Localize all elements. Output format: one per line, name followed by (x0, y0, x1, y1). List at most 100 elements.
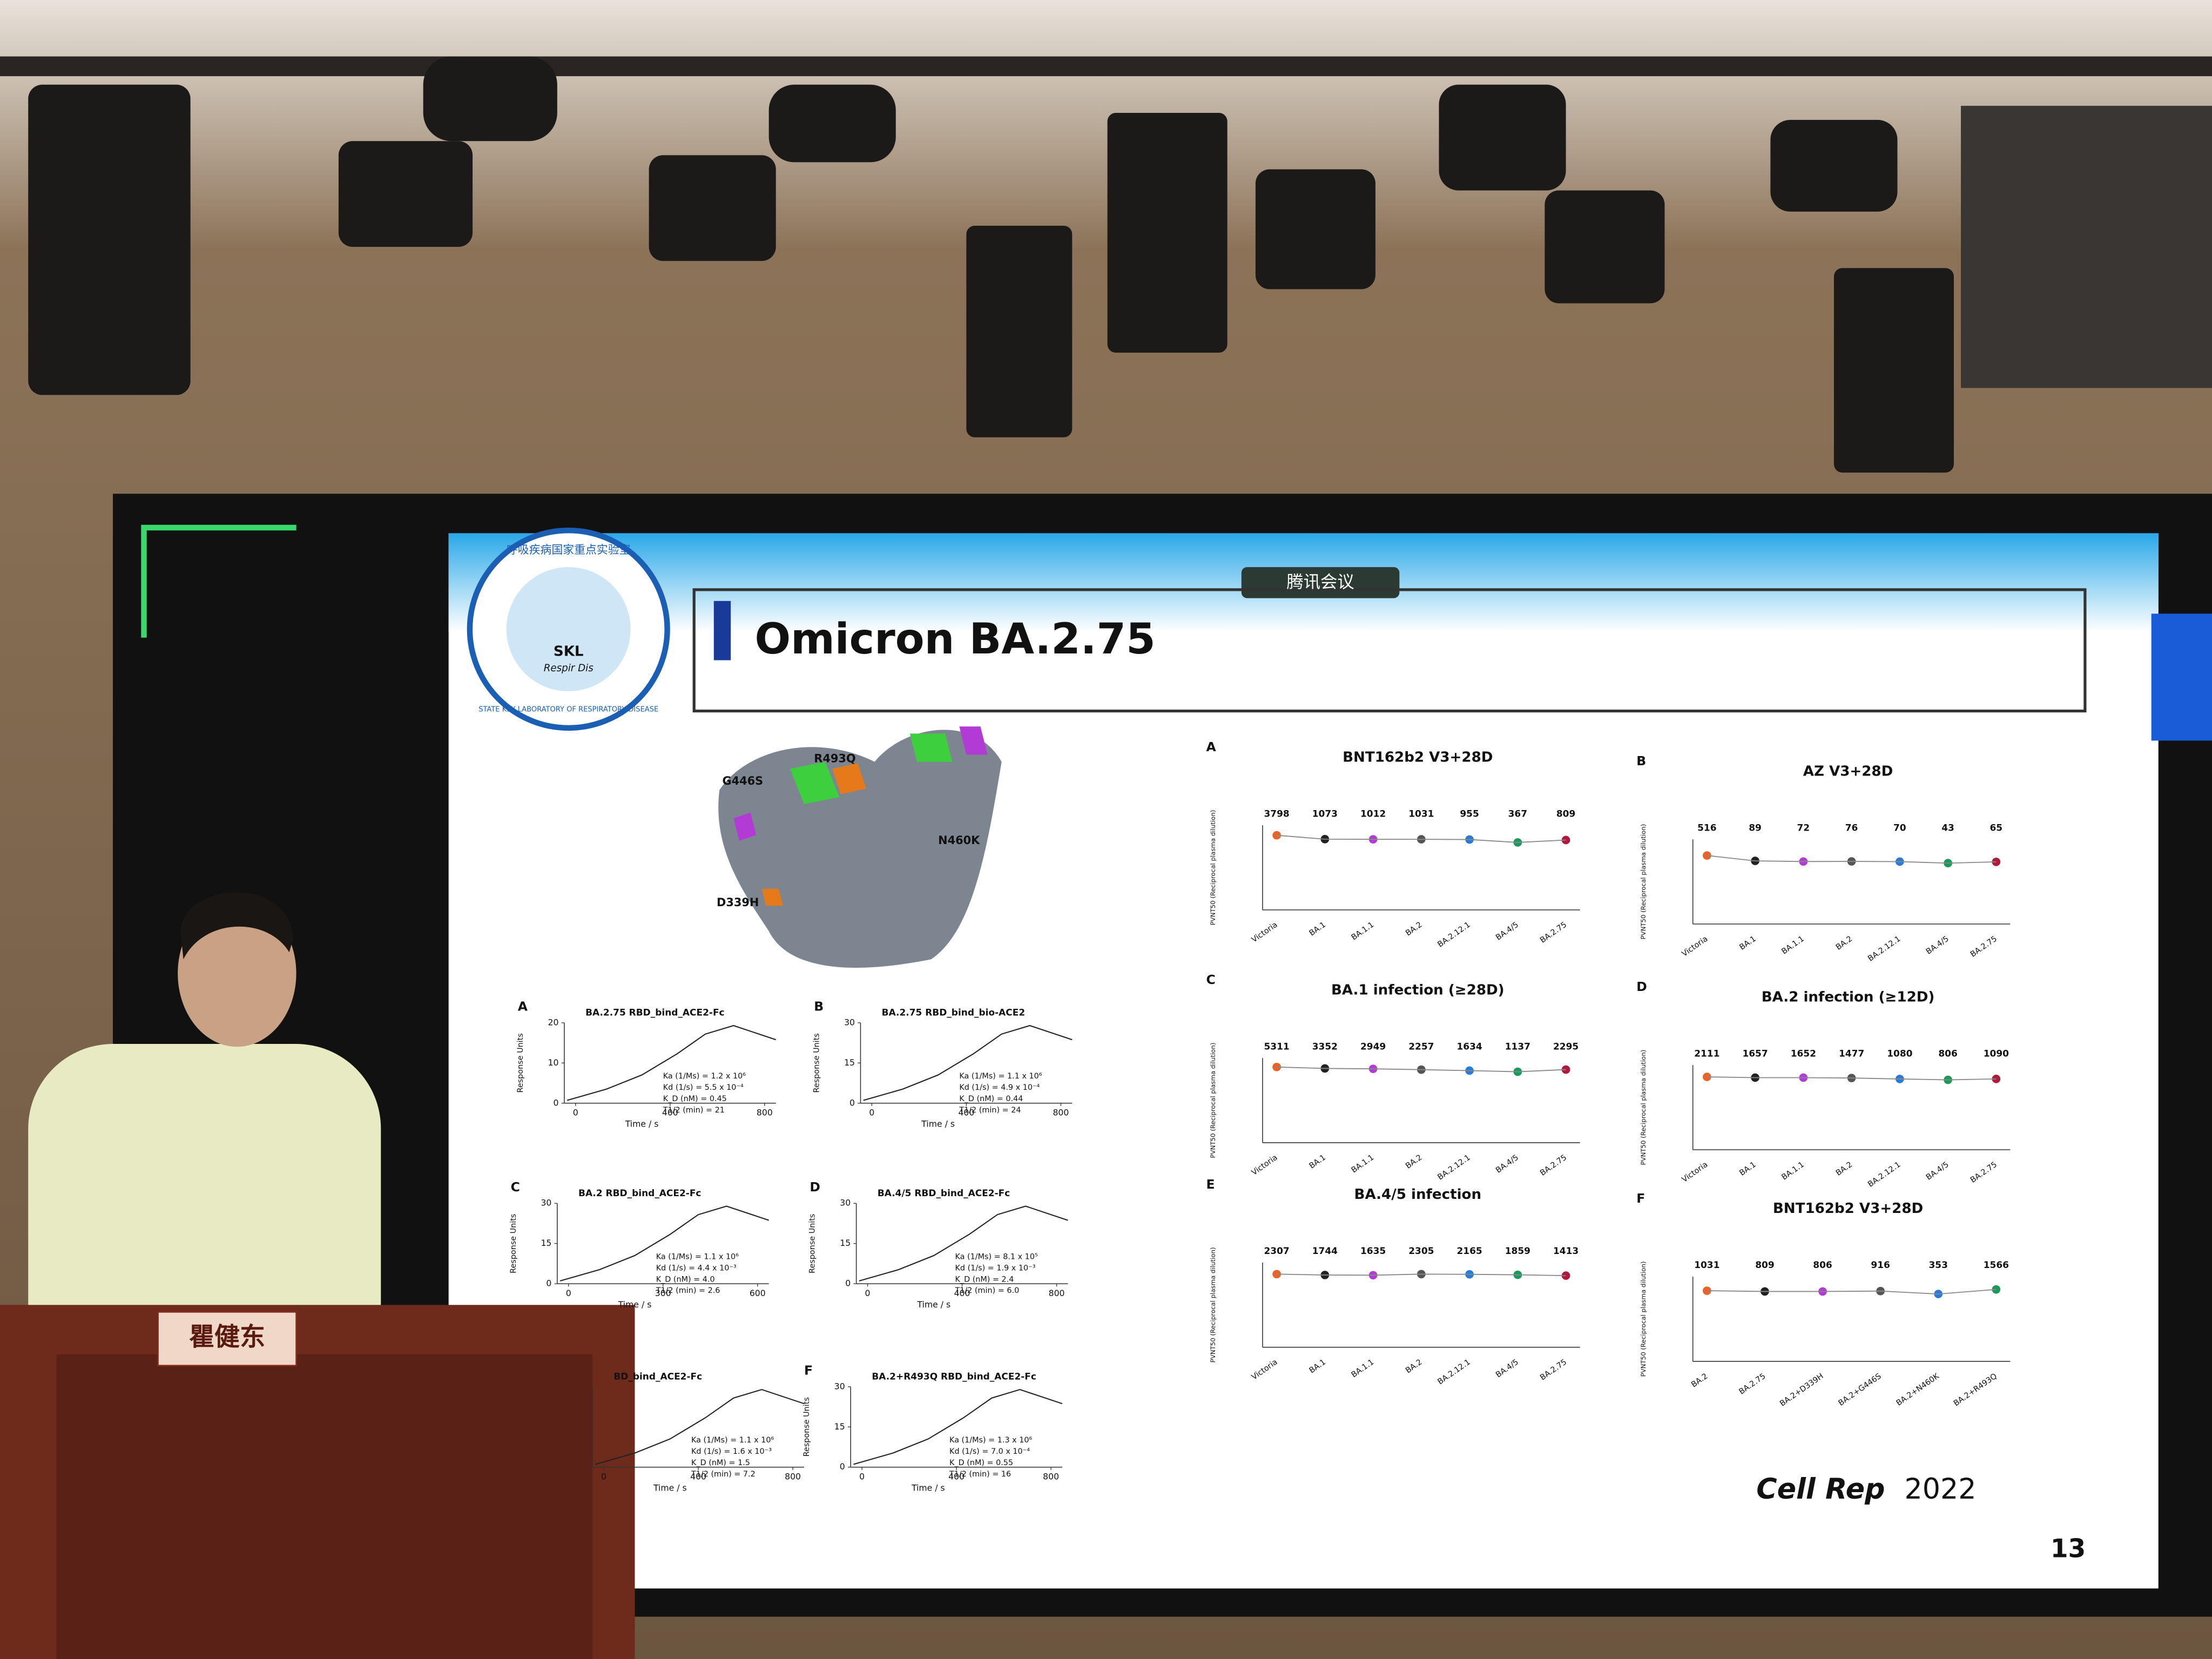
y-tick-label: 15 (834, 1421, 845, 1432)
kinetic-param: K_D (nM) = 4.0 (656, 1275, 715, 1284)
gmt-label: 2949 (1360, 1041, 1386, 1052)
structure-label: R493Q (814, 752, 855, 765)
podium-front (56, 1354, 593, 1659)
panel-letter: D (1636, 979, 1647, 994)
gmt-line (1707, 1076, 1997, 1081)
structure-label: D339H (717, 896, 759, 909)
gmt-label: 1031 (1694, 1260, 1719, 1271)
gmt-label: 2305 (1408, 1246, 1434, 1257)
x-tick-label: 400 (662, 1108, 678, 1118)
gmt-label: 916 (1871, 1260, 1890, 1271)
x-tick-label: 800 (1049, 1288, 1065, 1298)
gmt-label: 70 (1893, 822, 1906, 833)
gmt-label: 367 (1508, 808, 1527, 819)
gmt-dot (1992, 858, 2001, 866)
gmt-dot (1992, 1075, 2001, 1083)
panel-letter: B (814, 999, 824, 1014)
panel-title: BNT162b2 V3+28D (1343, 749, 1493, 765)
gmt-label: 1031 (1408, 808, 1434, 819)
gmt-line (1277, 1066, 1566, 1073)
gmt-label: 809 (1755, 1260, 1774, 1271)
kinetic-param: T1/2 (min) = 16 (949, 1470, 1011, 1479)
gmt-label: 2165 (1456, 1246, 1482, 1257)
gmt-label: 1137 (1505, 1041, 1530, 1052)
y-axis-label: Response Units (812, 1033, 821, 1092)
panel-title: BA.2.75 RBD_bind_bio-ACE2 (882, 1008, 1026, 1019)
panel-letter: F (804, 1363, 813, 1378)
y-tick-label: 10 (548, 1057, 559, 1068)
rbd-highlight (790, 733, 953, 804)
panel-letter: D (810, 1179, 820, 1195)
logo-abbr: SKL (554, 643, 584, 659)
gmt-label: 1635 (1360, 1246, 1386, 1257)
y-tick-label: 20 (548, 1017, 559, 1027)
panel-letter: C (511, 1179, 520, 1195)
sensorgram (853, 1388, 1063, 1465)
gmt-line (1707, 855, 1997, 864)
gmt-label: 2257 (1408, 1041, 1434, 1052)
y-tick-label: 30 (541, 1198, 551, 1208)
y-tick-label: 0 (553, 1097, 558, 1108)
gmt-label: 353 (1929, 1260, 1948, 1271)
gmt-label: 955 (1460, 808, 1479, 819)
x-tick-label: 800 (757, 1108, 773, 1118)
x-tick-label: 400 (690, 1472, 706, 1482)
y-tick-label: 30 (834, 1381, 845, 1391)
x-tick-label: 0 (566, 1288, 571, 1298)
y-axis-label: Response Units (509, 1214, 518, 1273)
y-axis-label: Response Units (808, 1214, 817, 1273)
panel-letter: B (1636, 753, 1646, 768)
gmt-label: 1080 (1887, 1048, 1912, 1059)
gmt-label: 3352 (1312, 1041, 1338, 1052)
kinetic-param: Kd (1/s) = 5.5 x 10⁻⁴ (663, 1083, 744, 1092)
kinetic-param: Ka (1/Ms) = 1.1 x 10⁶ (959, 1072, 1042, 1081)
kinetic-param: Ka (1/Ms) = 1.3 x 10⁶ (949, 1436, 1032, 1445)
kinetic-param: K_D (nM) = 1.5 (691, 1459, 750, 1467)
gmt-dot (1702, 1286, 1711, 1295)
kinetic-param: K_D (nM) = 0.44 (959, 1095, 1023, 1103)
sensorgram (595, 1388, 805, 1465)
kinetic-param: Kd (1/s) = 1.6 x 10⁻³ (691, 1447, 772, 1456)
y-axis-label: PVNT50 (Reciprocal plasma dilution) (1209, 1247, 1217, 1363)
kinetic-param: K_D (nM) = 2.4 (955, 1275, 1014, 1284)
kinetic-param: Ka (1/Ms) = 1.2 x 10⁶ (663, 1072, 746, 1081)
sensorgram (559, 1205, 770, 1282)
gmt-label: 43 (1941, 822, 1954, 833)
x-tick-label: 0 (859, 1472, 865, 1482)
gmt-label: 2295 (1553, 1041, 1579, 1052)
panel-letter: A (518, 999, 528, 1014)
gmt-label: 1090 (1984, 1048, 2009, 1059)
panel-title: BA.2 infection (≥12D) (1762, 989, 1935, 1005)
gmt-label: 1477 (1839, 1048, 1864, 1059)
y-tick-label: 15 (844, 1057, 855, 1068)
x-tick-label: 400 (954, 1288, 970, 1298)
sensorgram (859, 1205, 1068, 1282)
gmt-label: 1657 (1742, 1048, 1768, 1059)
y-axis-label: PVNT50 (Reciprocal plasma dilution) (1640, 1262, 1647, 1377)
panel-title: BA.2+R493Q RBD_bind_ACE2-Fc (872, 1372, 1036, 1382)
slide-title: Omicron BA.2.75 (755, 615, 1156, 664)
gmt-label: 1652 (1791, 1048, 1816, 1059)
x-axis-label: Time / s (916, 1299, 950, 1310)
truss (0, 56, 2212, 77)
y-axis-label: PVNT50 (Reciprocal plasma dilution) (1640, 1050, 1647, 1165)
x-axis-label: Time / s (653, 1482, 687, 1493)
logo-name-cn: 呼吸疾病国家重点实验室 (507, 543, 631, 556)
sensorgram (567, 1025, 777, 1101)
y-tick-label: 0 (845, 1278, 851, 1289)
panel-title: BA.1 infection (≥28D) (1331, 982, 1505, 998)
x-tick-label: 800 (785, 1472, 801, 1482)
y-tick-label: 30 (844, 1017, 855, 1027)
panel-title: BA.4/5 RBD_bind_ACE2-Fc (878, 1188, 1010, 1199)
panel-letter: E (1206, 1177, 1215, 1192)
panel-title: BNT162b2 V3+28D (1773, 1201, 1923, 1217)
page-number: 13 (2051, 1534, 2086, 1563)
gmt-line (1707, 1289, 1997, 1295)
gmt-label: 65 (1990, 822, 2003, 833)
panel-title: BA.4/5 infection (1354, 1186, 1482, 1203)
kinetic-param: T1/2 (min) = 6.0 (954, 1286, 1019, 1295)
nameplate (157, 1311, 297, 1366)
y-axis-label: PVNT50 (Reciprocal plasma dilution) (1209, 810, 1217, 926)
x-tick-label: 0 (601, 1472, 606, 1482)
